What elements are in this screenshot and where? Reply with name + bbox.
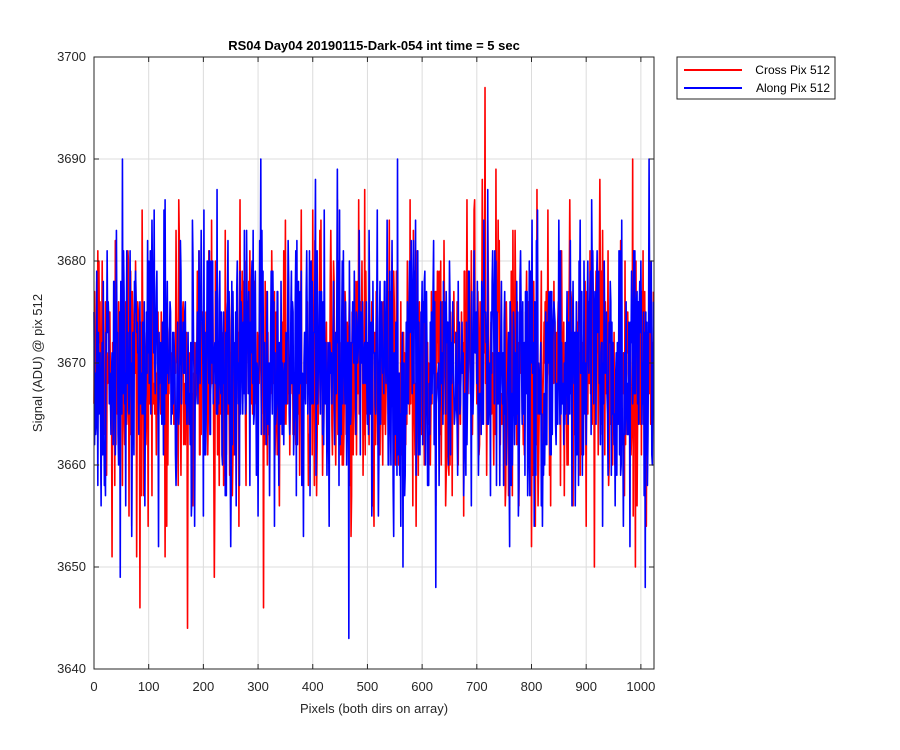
y-tick-label: 3650: [57, 559, 86, 574]
x-tick-label: 1000: [626, 679, 655, 694]
y-tick-label: 3680: [57, 253, 86, 268]
x-axis-label: Pixels (both dirs on array): [300, 701, 448, 716]
x-tick-label: 600: [411, 679, 433, 694]
x-tick-label: 100: [138, 679, 160, 694]
legend: Cross Pix 512 Along Pix 512: [676, 56, 836, 100]
series-line-along-pix-512: [93, 158, 655, 640]
axis-ticks: 0 100 200 300 400 500 600 700 800 900 1000 3640 3650…: [57, 49, 655, 694]
x-tick-label: 0: [90, 679, 97, 694]
y-tick-label: 3640: [57, 661, 86, 676]
chart-title: RS04 Day04 20190115-Dark-054 int time = …: [228, 38, 520, 53]
x-tick-label: 500: [357, 679, 379, 694]
y-tick-label: 3660: [57, 457, 86, 472]
x-tick-label: 300: [247, 679, 269, 694]
y-axis-label: Signal (ADU) @ pix 512: [30, 294, 45, 432]
x-tick-label: 800: [521, 679, 543, 694]
x-tick-label: 200: [193, 679, 215, 694]
legend-box: [676, 56, 836, 100]
y-tick-label: 3670: [57, 355, 86, 370]
y-tick-label: 3700: [57, 49, 86, 64]
x-tick-label: 400: [302, 679, 324, 694]
legend-label-cross: Cross Pix 512: [755, 63, 830, 77]
y-tick-label: 3690: [57, 151, 86, 166]
x-tick-label: 700: [466, 679, 488, 694]
x-tick-label: 900: [575, 679, 597, 694]
legend-label-along: Along Pix 512: [756, 81, 830, 95]
series-lines: [93, 86, 655, 640]
